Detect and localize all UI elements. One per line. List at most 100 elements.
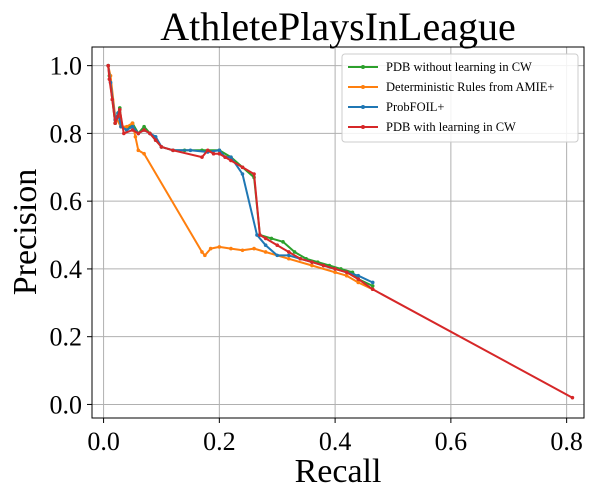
data-point (229, 155, 233, 159)
legend: PDB without learning in CW Deterministic … (341, 53, 579, 143)
data-point (124, 124, 129, 129)
legend-box (341, 53, 579, 143)
data-point (122, 131, 126, 136)
data-point (370, 280, 375, 285)
legend-marker (361, 125, 365, 129)
data-point (113, 121, 117, 126)
data-point (370, 284, 375, 288)
data-point (223, 155, 227, 159)
data-point (240, 248, 245, 253)
data-point (275, 253, 280, 258)
data-point (110, 97, 115, 102)
data-point (333, 267, 337, 271)
data-point (263, 250, 268, 254)
data-point (217, 148, 222, 153)
data-point (344, 273, 349, 278)
y-tick-label: 0.4 (50, 255, 83, 284)
data-point (229, 246, 233, 251)
series-3 (106, 63, 575, 400)
data-point (356, 280, 361, 285)
data-point (133, 134, 138, 139)
data-point (188, 148, 193, 153)
data-point (130, 128, 135, 132)
legend-label: PDB without learning in CW (386, 60, 532, 74)
data-point (153, 138, 158, 142)
y-tick-label: 1.0 (50, 52, 83, 81)
data-point (148, 131, 152, 136)
data-point (269, 236, 274, 241)
series-line (107, 65, 374, 287)
data-point (356, 277, 361, 281)
data-point (370, 287, 375, 292)
data-point (240, 172, 245, 176)
data-point (106, 63, 111, 68)
data-point (287, 253, 291, 258)
legend-item: Deterministic Rules from AMIE+ (348, 80, 554, 94)
data-point (333, 270, 337, 275)
data-point (281, 240, 285, 244)
series-line (107, 65, 573, 399)
data-point (116, 114, 120, 119)
legend-marker (361, 65, 365, 69)
data-point (130, 124, 135, 129)
data-point (159, 145, 164, 149)
y-tick-label: 0.8 (50, 119, 83, 148)
data-point (310, 263, 314, 268)
data-point (211, 151, 216, 156)
data-point (136, 131, 141, 136)
series-0 (106, 63, 375, 288)
data-point (136, 148, 141, 153)
legend-marker (361, 105, 365, 109)
legend-item: PDB with learning in CW (348, 120, 516, 134)
data-point (287, 250, 291, 254)
data-point (229, 158, 233, 163)
data-point (217, 151, 222, 156)
plot-frame (91, 46, 585, 419)
x-axis-label: Recall (295, 453, 382, 490)
data-point (205, 148, 210, 153)
legend-item: PDB without learning in CW (348, 60, 532, 74)
data-point (263, 243, 268, 248)
y-tick-label: 0.6 (50, 187, 83, 216)
x-tick-label: 0.4 (319, 427, 352, 456)
data-point (171, 148, 175, 153)
series-lines (106, 63, 575, 400)
data-point (287, 256, 291, 261)
data-point (570, 395, 575, 400)
data-point (208, 246, 213, 251)
data-point (252, 172, 256, 176)
data-point (298, 256, 303, 261)
data-point (263, 236, 268, 241)
data-point (200, 155, 204, 159)
data-point (356, 273, 361, 278)
data-point (310, 260, 314, 264)
data-point (142, 128, 146, 132)
axis-ticks: 0.0 0.2 0.4 0.6 0.8 0.0 0.2 0.4 0.6 0.8 1.0 (50, 52, 583, 456)
data-point (217, 245, 222, 249)
x-tick-label: 0.6 (435, 427, 468, 456)
data-point (258, 233, 262, 237)
series-2 (106, 63, 375, 285)
y-tick-label: 0.0 (50, 390, 83, 419)
data-point (321, 263, 326, 268)
data-point (107, 77, 112, 81)
data-point (275, 243, 280, 248)
legend-label: PDB with learning in CW (386, 120, 516, 134)
data-point (240, 165, 245, 170)
x-tick-label: 0.0 (87, 427, 120, 456)
y-tick-label: 0.2 (50, 323, 83, 352)
legend-marker (361, 85, 365, 89)
x-tick-label: 0.2 (203, 427, 236, 456)
legend-label: ProbFOIL+ (386, 100, 444, 114)
data-point (203, 253, 207, 258)
data-point (130, 121, 135, 126)
data-point (292, 250, 297, 254)
data-point (252, 246, 256, 251)
legend-item: ProbFOIL+ (348, 100, 444, 114)
y-axis-label: Precision (7, 169, 44, 296)
x-tick-label: 0.8 (550, 427, 583, 456)
chart-title: AthletePlaysInLeague (160, 4, 515, 49)
legend-label: Deterministic Rules from AMIE+ (386, 80, 554, 94)
data-point (142, 124, 146, 129)
